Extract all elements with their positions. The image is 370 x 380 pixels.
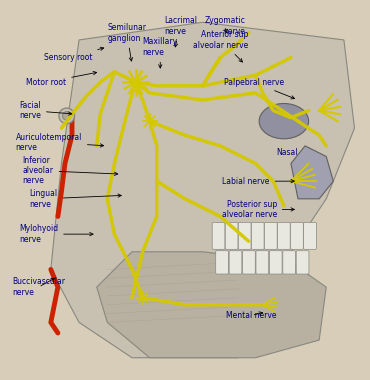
Text: Sensory root: Sensory root [44, 47, 104, 62]
Ellipse shape [259, 103, 309, 139]
FancyBboxPatch shape [216, 251, 228, 274]
FancyBboxPatch shape [225, 222, 238, 249]
Text: Lacrimal
nerve: Lacrimal nerve [164, 16, 197, 47]
Text: Semilunar
ganglion: Semilunar ganglion [107, 23, 146, 61]
Text: Auriculotemporal
nerve: Auriculotemporal nerve [16, 133, 104, 152]
Text: Maxillary
nerve: Maxillary nerve [142, 37, 178, 68]
Text: Motor root: Motor root [26, 71, 97, 87]
Polygon shape [51, 22, 354, 358]
Text: Buccivascular
nerve: Buccivascular nerve [12, 277, 65, 297]
FancyBboxPatch shape [243, 251, 255, 274]
Text: Nasal: Nasal [276, 149, 298, 157]
FancyBboxPatch shape [304, 222, 316, 249]
FancyBboxPatch shape [251, 222, 264, 249]
Text: Mental nerve: Mental nerve [226, 311, 277, 320]
Text: Anterior sup
alveolar nerve: Anterior sup alveolar nerve [193, 30, 249, 62]
FancyBboxPatch shape [290, 222, 303, 249]
FancyBboxPatch shape [296, 251, 309, 274]
Text: Facial
nerve: Facial nerve [19, 101, 72, 120]
Text: Inferior
alveolar
nerve: Inferior alveolar nerve [23, 156, 118, 185]
Text: Labial nerve: Labial nerve [222, 177, 294, 186]
FancyBboxPatch shape [265, 222, 277, 249]
Circle shape [59, 108, 74, 124]
FancyBboxPatch shape [212, 222, 225, 249]
FancyBboxPatch shape [238, 222, 251, 249]
FancyBboxPatch shape [256, 251, 269, 274]
Text: Lingual
nerve: Lingual nerve [30, 189, 121, 209]
FancyBboxPatch shape [229, 251, 242, 274]
Polygon shape [97, 252, 326, 358]
Text: Zygomatic
nerve: Zygomatic nerve [204, 16, 245, 35]
Circle shape [63, 112, 71, 120]
FancyBboxPatch shape [269, 251, 282, 274]
Text: Palpebral nerve: Palpebral nerve [224, 78, 295, 99]
Text: Posterior sup
alveolar nerve: Posterior sup alveolar nerve [222, 200, 294, 219]
Polygon shape [291, 146, 333, 199]
FancyBboxPatch shape [283, 251, 296, 274]
Text: Mylohyoid
nerve: Mylohyoid nerve [19, 225, 93, 244]
FancyBboxPatch shape [278, 222, 290, 249]
